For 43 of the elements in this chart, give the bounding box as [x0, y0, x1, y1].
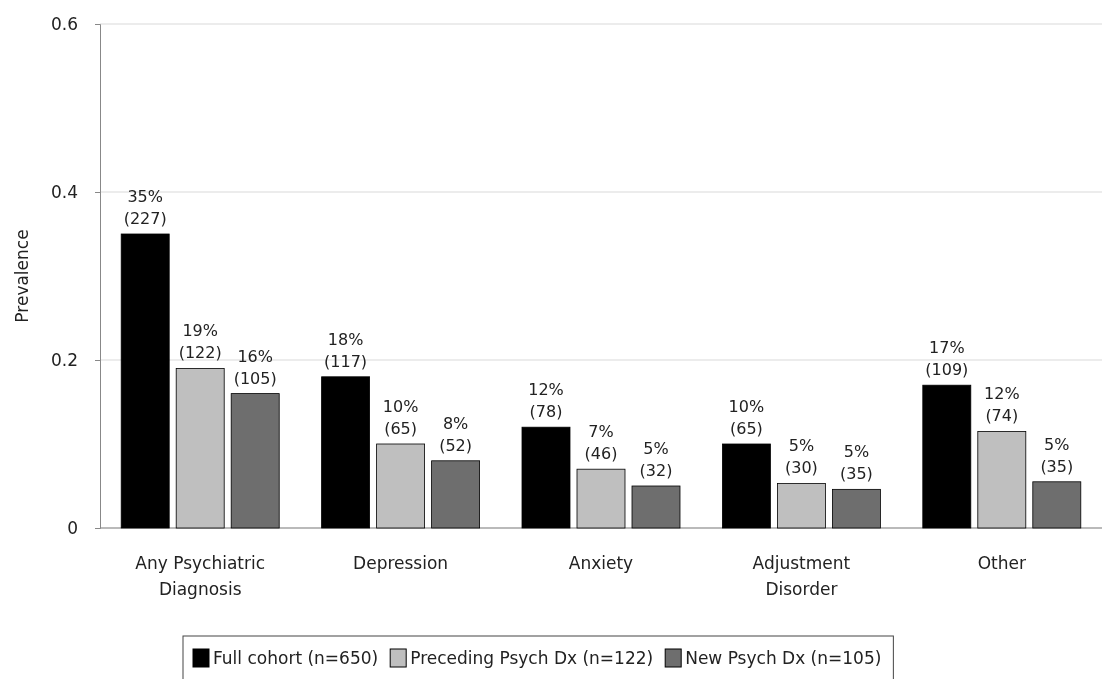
x-tick-label: Depression: [353, 553, 449, 573]
bar: [1032, 481, 1082, 529]
data-label: 35% (227): [123, 187, 167, 228]
x-tick-label: Anxiety: [568, 553, 634, 573]
bar: [777, 483, 826, 529]
data-label: 8% (52): [439, 413, 473, 455]
legend-label: Full cohort (n=650): [213, 648, 379, 668]
data-label: 5% (30): [784, 436, 818, 478]
data-label: 7% (46): [584, 422, 618, 464]
bar: [722, 443, 771, 529]
data-label: 18% (117): [324, 329, 368, 371]
bar: [230, 393, 280, 529]
data-label: 12% (74): [984, 384, 1020, 426]
y-tick-label: 0: [67, 517, 78, 538]
bar: [431, 460, 480, 529]
bar: [175, 368, 225, 529]
bar: [576, 468, 626, 529]
data-label: 10% (65): [382, 397, 419, 438]
bar: [376, 443, 425, 529]
data-label: 5% (35): [839, 442, 873, 484]
x-tick-label: Any Psychiatric Diagnosis: [135, 553, 266, 599]
y-tick-label: 0.4: [50, 181, 78, 202]
data-label: 12% (78): [528, 380, 564, 422]
y-tick-label: 0.6: [50, 13, 78, 34]
bar: [321, 376, 370, 529]
data-label: 19% (122): [178, 321, 222, 363]
bar: [120, 233, 170, 529]
x-tick-label: Other: [977, 553, 1026, 573]
data-label: 10% (65): [728, 397, 765, 438]
y-tick-label: 0.2: [50, 349, 78, 370]
data-label: 16% (105): [233, 346, 277, 388]
x-tick-label: Adjustment Disorder: [752, 553, 851, 599]
bar: [521, 426, 571, 529]
bar: [977, 431, 1027, 529]
data-label: 5% (32): [639, 439, 673, 480]
bar: [832, 488, 881, 529]
data-label: 17% (109): [925, 338, 969, 380]
bar: [631, 485, 681, 529]
data-label: 5% (35): [1040, 434, 1074, 476]
legend-label: New Psych Dx (n=105): [685, 648, 882, 668]
y-axis-title: Prevalence: [12, 229, 32, 323]
bar: [922, 384, 972, 529]
legend-label: Preceding Psych Dx (n=122): [410, 648, 654, 668]
